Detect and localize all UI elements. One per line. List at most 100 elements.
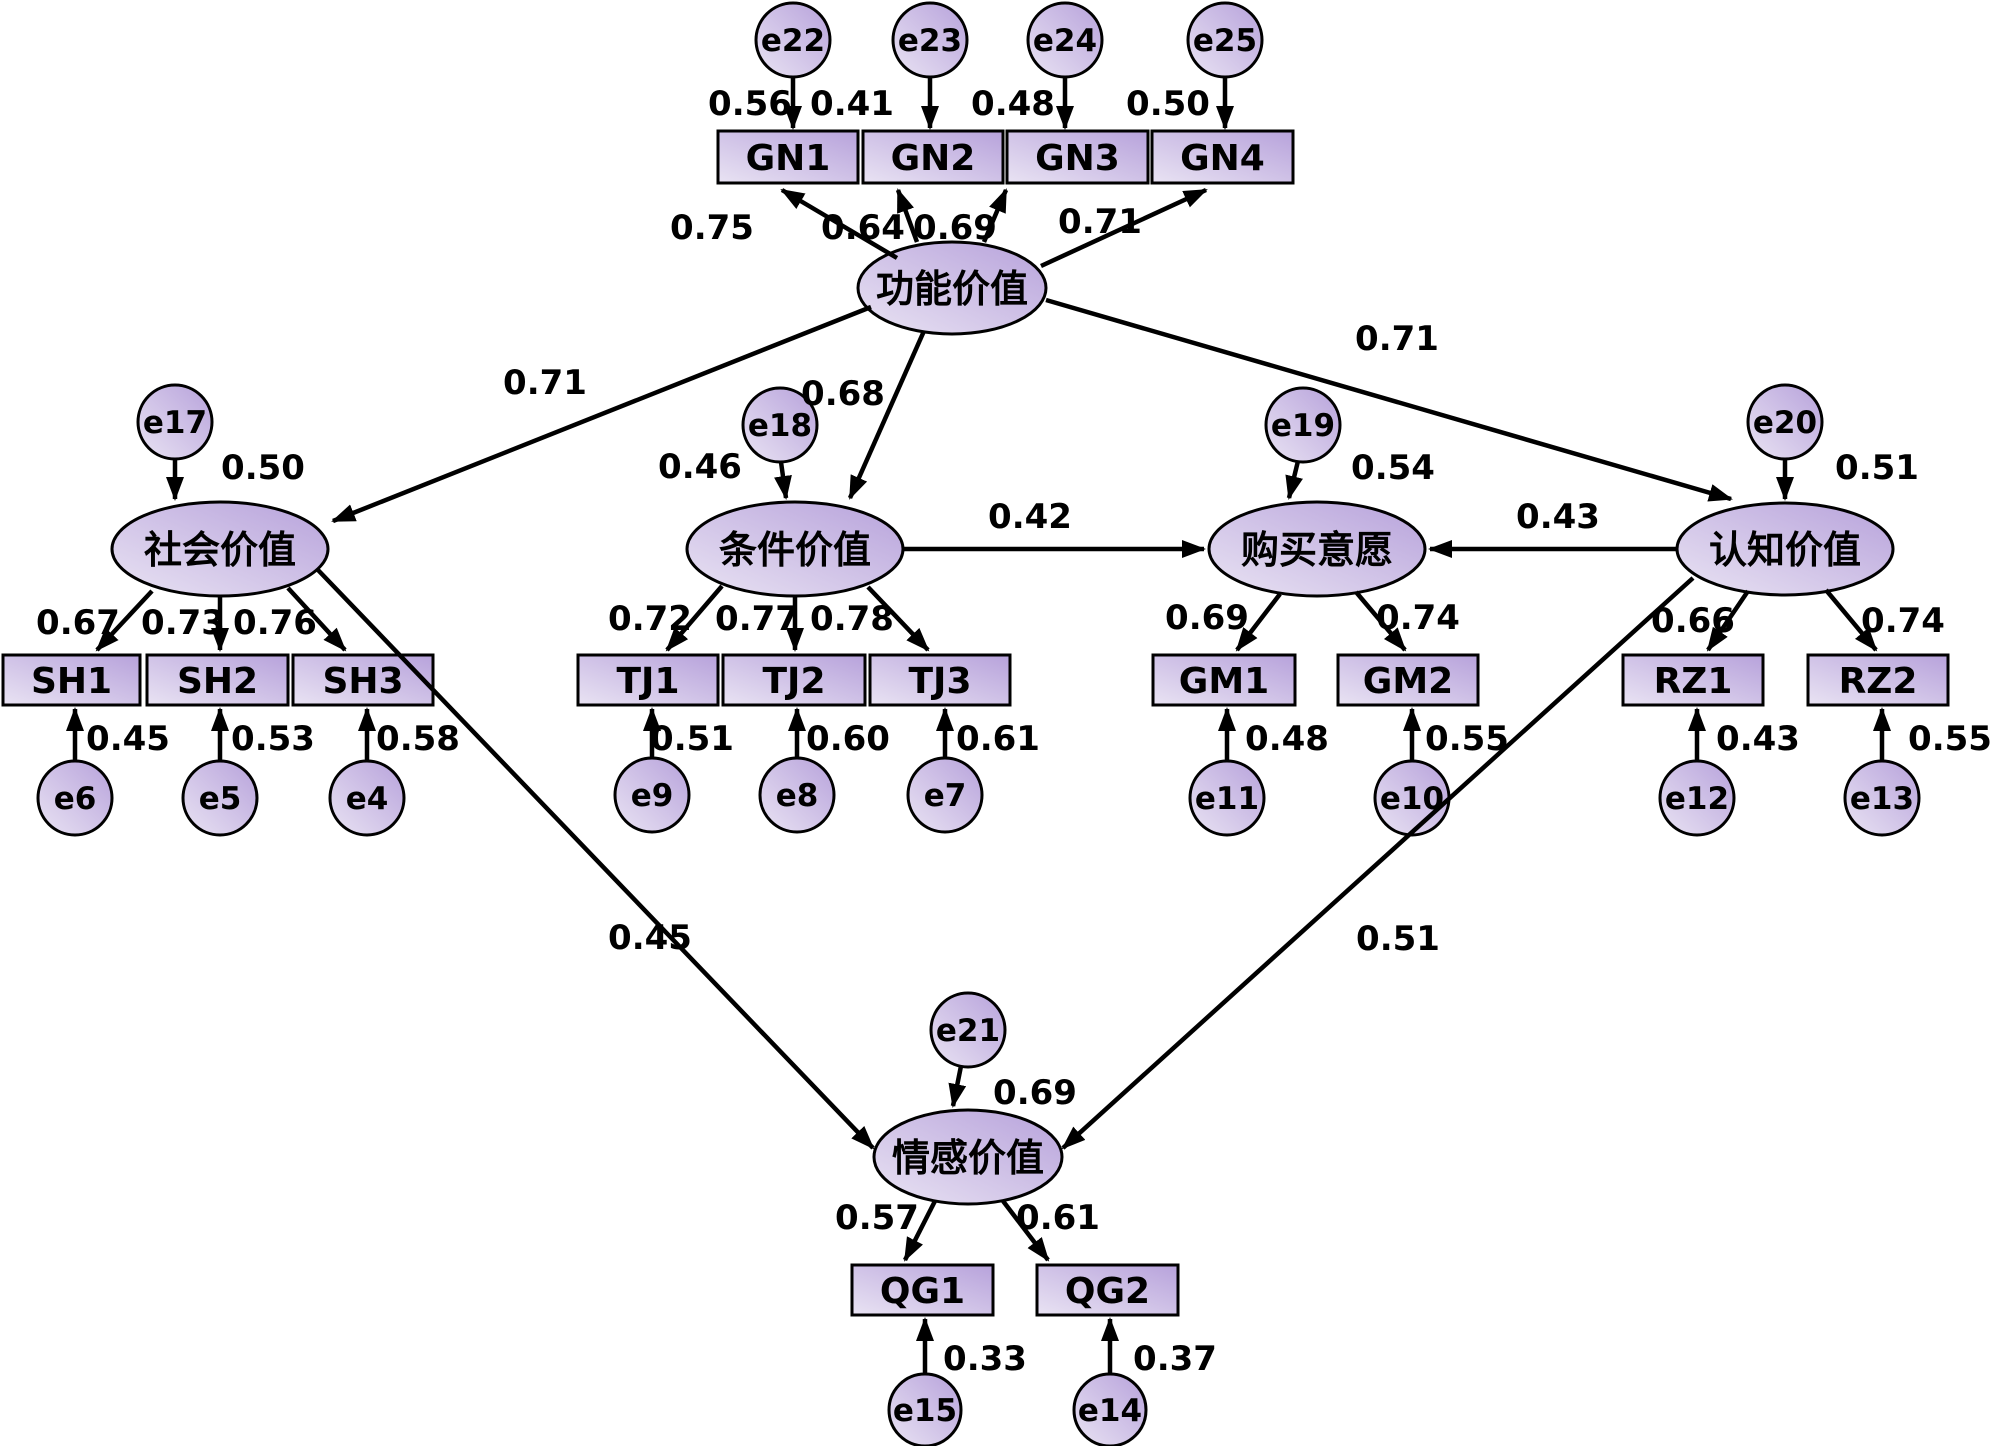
latent-gongneng — [856, 240, 1048, 336]
indicator-label-gn3: GN3 — [1035, 138, 1120, 179]
error-label-e17: e17 — [143, 405, 207, 441]
coefficient-e7-tj3: 0.61 — [956, 719, 1040, 759]
indicator-label-qg2: QG2 — [1065, 1271, 1150, 1312]
coefficient-e8-tj2: 0.60 — [806, 719, 890, 759]
coefficient-tiaojian-tj2: 0.77 — [715, 599, 799, 639]
coefficient-gongneng-gn4: 0.71 — [1058, 202, 1142, 242]
coefficient-tiaojian-tj1: 0.72 — [608, 599, 692, 639]
indicator-tj3 — [868, 653, 1012, 707]
coefficient-e23-gn2: 0.41 — [810, 84, 894, 124]
indicator-rz1 — [1621, 653, 1765, 707]
error-label-e4: e4 — [346, 781, 389, 817]
indicator-label-rz2: RZ2 — [1839, 661, 1918, 702]
indicator-label-tj1: TJ1 — [617, 661, 680, 702]
error-label-e5: e5 — [199, 781, 242, 817]
error-label-e12: e12 — [1665, 781, 1729, 817]
coefficient-e4-sh3: 0.58 — [376, 719, 460, 759]
coefficient-renzhi-qinggan: 0.51 — [1356, 919, 1440, 959]
path-arrow-goumai-gm2 — [1354, 590, 1407, 652]
path-arrow-tiaojian-tj3 — [866, 585, 930, 652]
error-label-e13: e13 — [1850, 781, 1914, 817]
coefficient-tiaojian-tj3: 0.78 — [810, 599, 894, 639]
coefficient-e18-tiaojian: 0.46 — [658, 447, 742, 487]
indicator-tj1 — [576, 653, 720, 707]
indicator-label-gm1: GM1 — [1179, 661, 1269, 702]
indicator-gn1 — [716, 129, 860, 185]
coefficient-tiaojian-goumai: 0.42 — [988, 497, 1072, 537]
latent-label-gongneng: 功能价值 — [876, 267, 1028, 311]
coefficient-e24-gn3: 0.48 — [971, 84, 1055, 124]
indicator-label-sh3: SH3 — [322, 661, 403, 702]
indicator-label-tj2: TJ2 — [763, 661, 826, 702]
indicator-label-qg1: QG1 — [880, 1271, 965, 1312]
coefficient-e13-rz2: 0.55 — [1908, 719, 1992, 759]
error-term-e15 — [887, 1372, 963, 1446]
error-label-e11: e11 — [1195, 781, 1259, 817]
path-arrow-qinggan-qg2 — [1001, 1199, 1050, 1262]
path-arrow-gongneng-gn1 — [780, 188, 899, 260]
coefficient-gongneng-renzhi: 0.71 — [1355, 319, 1439, 359]
coefficient-e11-gm1: 0.48 — [1245, 719, 1329, 759]
coefficient-e19-goumai: 0.54 — [1351, 448, 1435, 488]
coefficient-gongneng-gn2: 0.64 — [821, 208, 905, 248]
path-arrow-e18-tiaojian — [774, 461, 792, 500]
error-term-e14 — [1072, 1372, 1148, 1446]
indicator-label-gn2: GN2 — [891, 138, 976, 179]
path-arrow-goumai-gm1 — [1235, 592, 1282, 652]
path-arrow-renzhi-rz1 — [1706, 589, 1750, 652]
path-arrow-gongneng-gn4 — [1040, 187, 1208, 269]
latent-label-qinggan: 情感价值 — [892, 1136, 1044, 1180]
error-label-e22: e22 — [761, 23, 825, 59]
latent-label-shehui: 社会价值 — [144, 528, 296, 572]
path-arrow-e21-qinggan — [948, 1065, 967, 1108]
coefficient-e9-tj1: 0.51 — [650, 719, 734, 759]
coefficient-gongneng-tiaojian: 0.68 — [801, 374, 885, 414]
path-arrow-tiaojian-tj1 — [665, 584, 724, 652]
coefficient-gongneng-gn1: 0.75 — [670, 208, 754, 248]
indicator-sh1 — [1, 653, 142, 707]
coefficient-qinggan-qg1: 0.57 — [835, 1198, 919, 1238]
indicator-label-gm2: GM2 — [1363, 661, 1453, 702]
coefficient-gongneng-shehui: 0.71 — [503, 363, 587, 403]
path-arrow-gongneng-gn2 — [895, 188, 920, 243]
indicator-gm1 — [1151, 653, 1297, 707]
coefficient-e20-renzhi: 0.51 — [1835, 448, 1919, 488]
coefficient-goumai-gm1: 0.69 — [1165, 598, 1249, 638]
indicator-label-tj3: TJ3 — [909, 661, 972, 702]
path-arrow-renzhi-rz2 — [1824, 588, 1878, 652]
error-label-e21: e21 — [936, 1013, 1000, 1049]
indicator-qg2 — [1035, 1263, 1180, 1317]
error-label-e25: e25 — [1193, 23, 1257, 59]
coefficient-renzhi-goumai: 0.43 — [1516, 497, 1600, 537]
path-arrow-gongneng-tiaojian — [847, 330, 927, 500]
path-arrow-gongneng-gn3 — [981, 188, 1009, 243]
error-label-e20: e20 — [1753, 405, 1817, 441]
indicator-label-rz1: RZ1 — [1654, 661, 1733, 702]
coefficient-shehui-sh1: 0.67 — [36, 603, 120, 643]
error-label-e8: e8 — [776, 778, 819, 814]
coefficient-e12-rz1: 0.43 — [1716, 719, 1800, 759]
path-arrow-shehui-qinggan — [316, 568, 875, 1150]
error-label-e23: e23 — [898, 23, 962, 59]
error-label-e7: e7 — [924, 778, 967, 814]
path-arrow-e19-goumai — [1285, 460, 1303, 500]
coefficient-e15-qg1: 0.33 — [943, 1339, 1027, 1379]
latent-label-renzhi: 认知价值 — [1709, 528, 1861, 572]
coefficient-e5-sh2: 0.53 — [231, 719, 315, 759]
error-term-e19 — [1264, 386, 1342, 464]
indicator-label-gn1: GN1 — [746, 138, 831, 179]
error-label-e15: e15 — [893, 1393, 957, 1429]
path-arrow-shehui-sh3 — [286, 586, 347, 652]
coefficient-goumai-gm2: 0.74 — [1376, 598, 1460, 638]
coefficient-renzhi-rz2: 0.74 — [1861, 601, 1945, 641]
path-arrow-gongneng-shehui — [331, 304, 872, 524]
coefficient-shehui-sh3: 0.76 — [233, 603, 317, 643]
coefficient-e25-gn4: 0.50 — [1126, 84, 1210, 124]
latent-label-goumai: 购买意愿 — [1241, 528, 1393, 572]
error-term-e18 — [741, 386, 819, 464]
coefficient-e22-gn1: 0.56 — [708, 84, 792, 124]
path-arrow-gongneng-renzhi — [1045, 297, 1733, 502]
error-label-e14: e14 — [1078, 1393, 1142, 1429]
latent-label-tiaojian: 条件价值 — [719, 528, 871, 572]
